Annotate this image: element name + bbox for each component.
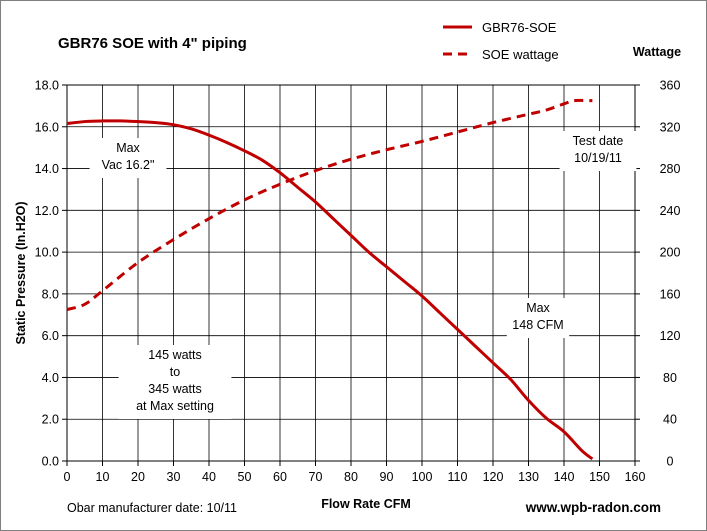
y2-tick-label: 200 <box>660 246 681 260</box>
annotation-background <box>89 138 167 178</box>
y-tick-label: 10.0 <box>35 246 59 260</box>
x-tick-label: 40 <box>202 470 216 484</box>
x-tick-label: 0 <box>64 470 71 484</box>
annotation-line: 10/19/11 <box>574 151 622 165</box>
x-tick-label: 70 <box>309 470 323 484</box>
y-tick-label: 4.0 <box>42 371 59 385</box>
x-tick-label: 110 <box>448 470 468 484</box>
y-tick-label: 18.0 <box>35 79 59 93</box>
chart-title: GBR76 SOE with 4" piping <box>58 35 247 52</box>
x-tick-label: 130 <box>518 470 539 484</box>
y2-axis-tick-labels: 0 40 80 120 160 200 240 280 320 360 <box>660 79 681 469</box>
axis-ticks <box>62 84 640 466</box>
manufacturer-date-note: Obar manufacturer date: 10/11 <box>67 501 237 515</box>
y2-tick-label: 120 <box>660 329 681 343</box>
legend: GBR76-SOE SOE wattage <box>443 20 559 62</box>
series-line-soe-wattage <box>66 98 593 312</box>
annotation-line: Vac 16.2" <box>102 158 155 172</box>
y-tick-label: 14.0 <box>35 162 59 176</box>
y2-tick-label: 40 <box>663 413 677 427</box>
annotation-line: 148 CFM <box>512 318 563 332</box>
annotation-line: Test date <box>573 134 624 148</box>
x-tick-label: 120 <box>483 470 504 484</box>
x-tick-label: 60 <box>273 470 287 484</box>
annotation-line: 145 watts <box>148 348 202 362</box>
series-lines <box>66 98 594 461</box>
legend-label-gbr76-soe: GBR76-SOE <box>482 20 557 35</box>
y-tick-label: 0.0 <box>42 455 59 469</box>
annotation-line: at Max setting <box>136 399 214 413</box>
annotation-line: 345 watts <box>148 382 202 396</box>
x-tick-label: 100 <box>412 470 433 484</box>
x-tick-label: 150 <box>589 470 610 484</box>
y2-tick-label: 0 <box>667 455 674 469</box>
x-tick-label: 10 <box>96 470 110 484</box>
legend-label-soe-wattage: SOE wattage <box>482 47 559 62</box>
y-axis-tick-labels: 0.0 2.0 4.0 6.0 8.0 10.0 12.0 14.0 16.0 18.0 <box>35 79 59 469</box>
y-tick-label: 12.0 <box>35 204 59 218</box>
y-tick-label: 2.0 <box>42 413 59 427</box>
annotations: Max Vac 16.2" Test date 10/19/11 Max 148 CFM 1… <box>89 131 637 419</box>
annotation-line: Max <box>526 301 550 315</box>
x-tick-label: 20 <box>131 470 145 484</box>
website-label: www.wpb-radon.com <box>525 500 661 515</box>
y-axis-label: Static Pressure (In.H2O) <box>14 201 28 344</box>
annotation-background <box>559 131 637 171</box>
x-tick-label: 160 <box>625 470 646 484</box>
annotation-max-vac: Max Vac 16.2" <box>89 138 167 178</box>
y2-tick-label: 360 <box>660 79 681 93</box>
x-axis-label: Flow Rate CFM <box>321 497 411 511</box>
x-axis-tick-labels: 0 10 20 30 40 50 60 70 80 90 100 110 120 130 140 150 160 <box>64 470 646 484</box>
x-tick-label: 30 <box>167 470 181 484</box>
y-tick-label: 6.0 <box>42 329 59 343</box>
x-tick-label: 50 <box>238 470 252 484</box>
series-line-gbr76-soe <box>66 119 594 461</box>
annotation-test-date: Test date 10/19/11 <box>559 131 637 171</box>
x-tick-label: 140 <box>554 470 575 484</box>
x-tick-label: 90 <box>380 470 394 484</box>
y2-tick-label: 80 <box>663 371 677 385</box>
y2-axis-label: Wattage <box>633 45 681 59</box>
y-tick-label: 8.0 <box>42 287 59 301</box>
annotation-background <box>506 298 570 338</box>
annotation-watts-range: 145 watts to 345 watts at Max setting <box>118 345 232 419</box>
annotation-line: Max <box>116 141 140 155</box>
y2-tick-label: 320 <box>660 120 681 134</box>
y2-tick-label: 240 <box>660 204 681 218</box>
y2-tick-label: 160 <box>660 287 681 301</box>
annotation-line: to <box>170 365 180 379</box>
annotation-max-cfm: Max 148 CFM <box>506 298 570 338</box>
annotation-background <box>118 345 232 419</box>
y2-tick-label: 280 <box>660 162 681 176</box>
x-tick-label: 80 <box>344 470 358 484</box>
y-tick-label: 16.0 <box>35 120 59 134</box>
